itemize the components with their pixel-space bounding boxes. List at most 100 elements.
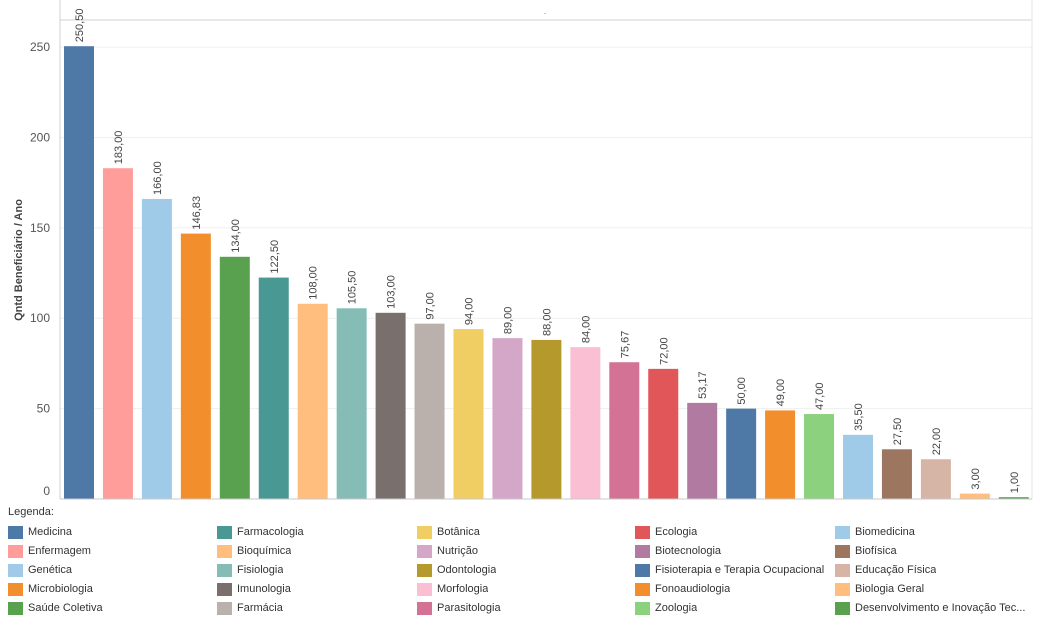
legend-item[interactable]: Saúde Coletiva [8, 600, 208, 616]
bar[interactable] [102, 168, 133, 499]
legend-label: Nutrição [437, 545, 478, 557]
y-tick-label: 50 [37, 402, 51, 416]
legend-swatch [8, 563, 23, 577]
legend-item[interactable]: Microbiologia [8, 581, 208, 597]
legend-item[interactable]: Zoologia [635, 600, 833, 616]
bar[interactable] [141, 198, 172, 499]
legend-item[interactable]: Genética [8, 562, 208, 578]
legend-label: Biofísica [855, 545, 897, 557]
legend-label: Morfologia [437, 583, 489, 595]
bar[interactable] [336, 308, 367, 499]
y-tick-label: 0 [43, 484, 50, 498]
legend-swatch [835, 563, 850, 577]
bar[interactable] [881, 449, 912, 499]
legend-label: Farmácia [237, 602, 283, 614]
bar[interactable] [180, 233, 211, 499]
legend-item[interactable]: Farmácia [217, 600, 412, 616]
bar-value-label: 88,00 [541, 308, 553, 336]
legend-label: Fonoaudiologia [655, 583, 731, 595]
y-tick-label: 200 [30, 130, 50, 144]
bar[interactable] [219, 256, 250, 499]
bar[interactable] [609, 362, 640, 499]
bar[interactable] [765, 410, 796, 499]
legend-item[interactable]: Fonoaudiologia [635, 581, 833, 597]
bar-value-label: 3,00 [970, 468, 982, 489]
legend-item[interactable]: Ecologia [635, 524, 833, 540]
legend-item[interactable]: Botânica [417, 524, 627, 540]
bar[interactable] [492, 338, 523, 499]
bar-value-label: 146,83 [191, 196, 203, 230]
legend-item[interactable]: Enfermagem [8, 543, 208, 559]
legend-swatch [217, 544, 232, 558]
legend-item[interactable]: Parasitologia [417, 600, 627, 616]
legend-item[interactable]: Odontologia [417, 562, 627, 578]
legend-item[interactable]: Biotecnologia [635, 543, 833, 559]
legend-swatch [635, 525, 650, 539]
legend-swatch [8, 601, 23, 615]
legend-label: Fisioterapia e Terapia Ocupacional [655, 564, 825, 576]
bar[interactable] [726, 408, 757, 499]
bar-value-label: 94,00 [464, 298, 476, 326]
bar[interactable] [414, 323, 445, 499]
legend-label: Ecologia [655, 526, 698, 538]
legend-label: Odontologia [437, 564, 497, 576]
bar-value-label: 250,50 [74, 9, 86, 43]
bar[interactable] [959, 493, 990, 499]
bar[interactable] [531, 339, 562, 499]
legend-item[interactable]: Fisioterapia e Terapia Ocupacional [635, 562, 833, 578]
legend-item[interactable]: Medicina [8, 524, 208, 540]
bar-value-label: 89,00 [502, 307, 514, 335]
bar[interactable] [843, 434, 873, 499]
legend-swatch [217, 582, 232, 596]
y-axis-title: Qntd Beneficiário / Ano [13, 199, 25, 321]
bar[interactable] [687, 402, 718, 499]
legend-item[interactable]: Biologia Geral [835, 581, 1049, 597]
legend-swatch [217, 601, 232, 615]
legend-item[interactable]: Farmacologia [217, 524, 412, 540]
bar[interactable] [804, 414, 835, 499]
bar-value-label: 53,17 [697, 371, 709, 399]
y-tick-label: 150 [30, 221, 50, 235]
bar[interactable] [64, 46, 94, 500]
legend-item[interactable]: Biomedicina [835, 524, 1049, 540]
legend-label: Biologia Geral [855, 583, 925, 595]
y-tick-label: 250 [30, 40, 50, 54]
legend-item[interactable]: Educação Física [835, 562, 1049, 578]
bar-value-label: 50,00 [736, 377, 748, 405]
bar-chart: . Qntd Beneficiário / Ano 0 50 100 150 200 25… [13, 0, 1033, 500]
bar-value-label: 108,00 [308, 266, 320, 300]
legend-item[interactable]: Desenvolvimento e Inovação Tec... [835, 600, 1049, 616]
bar-value-label: 22,00 [931, 428, 943, 456]
legend-label: Enfermagem [28, 545, 91, 557]
bar[interactable] [920, 459, 951, 499]
bar[interactable] [453, 329, 484, 499]
legend-swatch [417, 525, 432, 539]
legend-item[interactable]: Biofísica [835, 543, 1049, 559]
bar[interactable] [570, 347, 601, 499]
bar[interactable] [375, 312, 406, 499]
bar-value-label: 1,00 [1009, 472, 1021, 493]
y-tick-label: 100 [30, 311, 50, 325]
bar-value-label: 84,00 [580, 316, 592, 344]
bar-value-label: 49,00 [775, 379, 787, 407]
bar[interactable] [297, 303, 328, 499]
legend-item[interactable]: Morfologia [417, 581, 627, 597]
bar-value-label: 35,50 [853, 403, 865, 431]
legend-swatch [8, 582, 23, 596]
bar[interactable] [998, 497, 1029, 499]
legend-item[interactable]: Fisiologia [217, 562, 412, 578]
legend-item[interactable]: Nutrição [417, 543, 627, 559]
bars [64, 46, 1029, 500]
legend-item[interactable]: Imunologia [217, 581, 412, 597]
bar-value-label: 134,00 [230, 219, 242, 253]
bar[interactable] [648, 368, 679, 499]
legend-item[interactable]: Bioquímica [217, 543, 412, 559]
data-labels: 250,50 183,00 166,00 146,83 134,00 122,50 108,… [74, 9, 1021, 494]
legend-label: Zoologia [655, 602, 698, 614]
legend-swatch [217, 563, 232, 577]
bar[interactable] [258, 277, 289, 499]
bar-value-label: 103,00 [386, 275, 398, 309]
bar-value-label: 75,67 [619, 331, 631, 359]
legend-swatch [635, 582, 650, 596]
bar-value-label: 27,50 [892, 418, 904, 446]
